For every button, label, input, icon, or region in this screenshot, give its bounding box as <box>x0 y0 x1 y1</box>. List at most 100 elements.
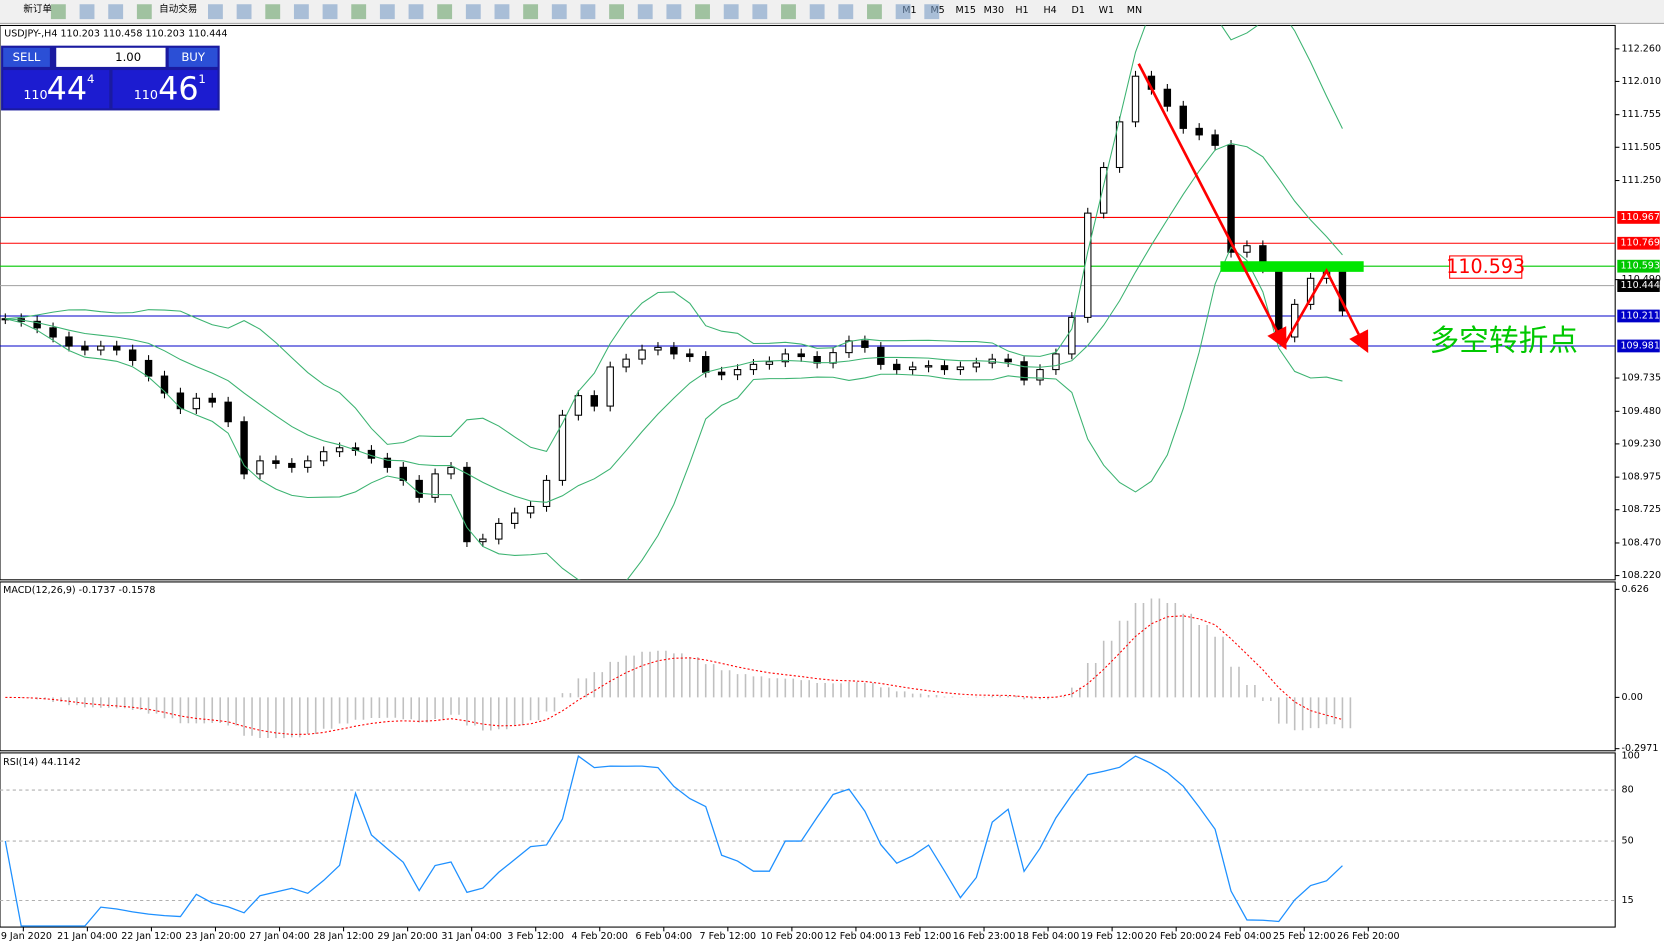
candle-body <box>160 375 169 394</box>
symbol-info: USDJPY-,H4 110.203 110.458 110.203 110.4… <box>4 28 227 39</box>
candle-body <box>590 395 598 407</box>
x-tick-label: 23 Jan 20:00 <box>185 931 245 942</box>
tool-icon <box>265 4 281 20</box>
candle-body <box>1243 245 1251 253</box>
candle-body <box>972 362 981 368</box>
ask-pip: 1 <box>198 72 205 86</box>
tool-icon <box>408 4 424 20</box>
y-tick-label: 80 <box>1622 785 1634 796</box>
x-tick-label: 28 Jan 12:00 <box>313 931 373 942</box>
rsi-label: RSI(14) 44.1142 <box>3 757 81 768</box>
tool-icon <box>437 4 453 20</box>
candle-body <box>1068 316 1076 355</box>
price-level-tag <box>1617 279 1660 292</box>
buy-button[interactable] <box>168 47 218 67</box>
ask-big: 110 <box>134 88 158 103</box>
y-tick-label: 50 <box>1622 836 1634 847</box>
lots-input[interactable] <box>56 47 166 67</box>
candle-body <box>479 538 487 543</box>
candle-body <box>622 358 630 368</box>
candle-body <box>1115 121 1124 169</box>
candle-body <box>272 460 280 464</box>
candle-body <box>1211 134 1219 146</box>
candle-body <box>176 392 185 410</box>
price-level-tag <box>1617 339 1660 353</box>
candle-body <box>335 447 344 453</box>
tool-icon <box>50 4 66 20</box>
tool-icon <box>108 4 124 20</box>
buy-label[interactable]: BUY <box>181 50 206 64</box>
candle-body <box>383 457 392 468</box>
y-tick-label: 111.505 <box>1622 142 1661 153</box>
candle-body <box>781 353 790 363</box>
price-level-tag <box>1617 236 1660 250</box>
tool-icon <box>924 4 940 20</box>
x-tick-label: 24 Feb 04:00 <box>1209 931 1272 942</box>
x-tick-label: 20 Feb 20:00 <box>1145 931 1208 942</box>
y-tick-label: 109.480 <box>1622 406 1661 417</box>
candle-body <box>1131 75 1140 123</box>
macd-signal <box>5 615 1343 735</box>
candle-body <box>797 353 805 358</box>
candle-body <box>319 451 328 462</box>
tool-icon <box>293 4 309 20</box>
candle-body <box>956 366 965 371</box>
x-tick-label: 10 Feb 20:00 <box>761 931 824 942</box>
rsi-frame <box>0 752 1616 928</box>
lots-value[interactable]: 1.00 <box>115 50 141 64</box>
candle-body <box>97 345 105 351</box>
tool-icon <box>838 4 854 20</box>
timeframe-button[interactable]: D1 <box>1071 5 1084 16</box>
price-level-label: 109.981 <box>1620 340 1659 351</box>
timeframe-button[interactable]: MN <box>1127 5 1142 16</box>
candle-body <box>49 327 57 338</box>
y-tick-label: -0.2971 <box>1622 743 1659 754</box>
candle-body <box>415 479 423 498</box>
candle-body <box>256 460 264 475</box>
bid-box[interactable] <box>3 70 110 109</box>
y-tick-label: 109.735 <box>1622 373 1661 384</box>
bollinger-band <box>5 142 1343 503</box>
macd-frame <box>0 581 1616 752</box>
sell-label[interactable]: SELL <box>13 50 41 64</box>
bid-big: 110 <box>23 88 47 103</box>
x-tick-label: 7 Feb 12:00 <box>700 931 757 942</box>
candle-body <box>463 466 471 543</box>
timeframe-button[interactable]: M30 <box>984 5 1004 16</box>
candle-body <box>765 361 774 365</box>
main-frame <box>0 24 1616 581</box>
tool-icon <box>609 4 624 20</box>
timeframe-button[interactable]: H4 <box>1043 5 1056 16</box>
candle-body <box>1099 166 1108 214</box>
tool-icon <box>781 4 796 20</box>
macd-label: MACD(12,26,9) -0.1737 -0.1578 <box>3 585 155 596</box>
sell-button[interactable] <box>3 47 50 67</box>
candle-body <box>638 349 646 360</box>
candle-body <box>1004 358 1012 363</box>
tool-icon <box>136 4 152 20</box>
y-tick-label: 15 <box>1622 895 1634 906</box>
tool-icon <box>580 4 596 20</box>
y-tick-label: 100 <box>1622 751 1640 762</box>
y-tick-label: 0.00 <box>1622 692 1643 703</box>
new-order-button[interactable]: 新订单 <box>23 3 52 15</box>
timeframe-button[interactable]: H1 <box>1015 5 1028 16</box>
x-tick-label: 16 Feb 23:00 <box>953 931 1016 942</box>
candle-body <box>65 336 73 347</box>
price-level-label: 110.593 <box>1620 261 1659 272</box>
price-level-label: 110.211 <box>1620 310 1659 321</box>
auto-trade-button[interactable]: 自动交易 <box>159 3 197 15</box>
y-tick-label: 0.626 <box>1622 584 1649 595</box>
y-tick-label: 111.755 <box>1622 109 1661 120</box>
tool-icon <box>494 4 510 20</box>
ask-box[interactable] <box>112 70 218 109</box>
tool-icon <box>551 4 567 20</box>
x-tick-label: 19 Jan 2020 <box>0 931 52 942</box>
timeframe-button[interactable]: M15 <box>956 5 976 16</box>
tool-icon <box>809 4 825 20</box>
timeframe-button[interactable]: W1 <box>1099 5 1115 16</box>
turning-point-label: 多空转折点 <box>1429 323 1578 358</box>
candle-body <box>81 345 89 351</box>
y-tick-label: 109.230 <box>1622 438 1661 449</box>
